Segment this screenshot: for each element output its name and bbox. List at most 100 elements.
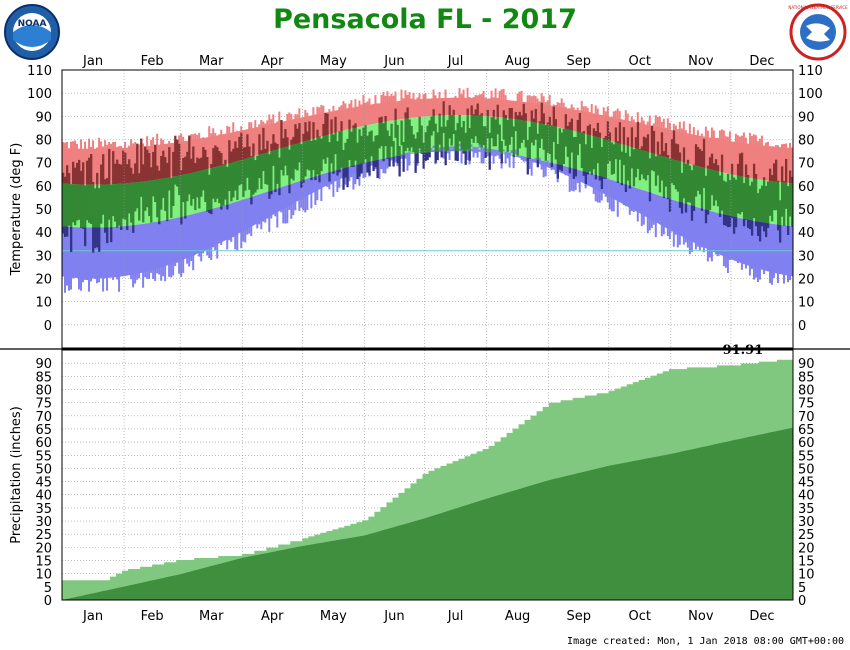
observed-temp-bar (734, 179, 738, 218)
precipitation-axis-label: Precipitation (inches) (9, 406, 24, 544)
observed-temp-bar (412, 134, 415, 153)
observed-temp-bar (728, 180, 732, 216)
observed-temp-bar (776, 180, 780, 182)
observed-temp-bar (228, 140, 231, 164)
month-label-bottom: Dec (749, 609, 774, 624)
observed-temp-bar (104, 179, 107, 185)
observed-temp-bar (306, 140, 309, 170)
observed-temp-bar (744, 164, 748, 178)
observed-temp-bar (262, 153, 265, 171)
observed-temp-bar (316, 137, 319, 175)
observed-temp-bar (274, 189, 277, 193)
observed-temp-bar (586, 125, 590, 135)
observed-temp-bar (708, 157, 712, 170)
observed-temp-bar (672, 159, 676, 186)
observed-temp-bar (324, 135, 327, 164)
observed-temp-bar (102, 184, 105, 215)
observed-temp-bar (576, 119, 579, 132)
observed-temp-bar (750, 181, 754, 221)
observed-temp-bar (658, 155, 662, 193)
observed-temp-bar (192, 172, 195, 199)
observed-temp-bar (486, 109, 489, 117)
observed-temp-bar (518, 119, 521, 149)
observed-temp-bar (130, 182, 133, 223)
observed-temp-bar (250, 197, 253, 205)
observed-temp-bar (754, 174, 758, 179)
observed-temp-bar (74, 184, 77, 226)
observed-temp-bar (674, 143, 678, 161)
observed-temp-bar (742, 183, 746, 219)
observed-temp-bar (134, 182, 137, 212)
observed-temp-bar (342, 149, 345, 169)
observed-temp-bar (682, 162, 686, 199)
observed-temp-bar (298, 142, 301, 163)
month-label-bottom: Nov (688, 609, 714, 624)
observed-temp-bar (556, 164, 559, 179)
observed-temp-bar (572, 168, 575, 179)
observed-temp-bar (614, 127, 618, 143)
observed-temp-bar (272, 134, 275, 151)
observed-temp-bar (220, 165, 223, 207)
observed-temp-bar (746, 174, 750, 178)
observed-temp-bar (420, 125, 423, 153)
observed-temp-bar (690, 205, 694, 221)
observed-temp-bar (782, 182, 786, 226)
observed-temp-bar (510, 107, 513, 119)
observed-temp-bar (80, 170, 83, 185)
observed-temp-bar (206, 210, 209, 212)
observed-temp-bar (310, 177, 313, 181)
observed-temp-bar (348, 129, 351, 161)
observed-temp-bar (302, 180, 305, 183)
observed-temp-bar (770, 175, 774, 182)
observed-temp-bar (382, 158, 385, 162)
observed-temp-bar (692, 164, 696, 166)
observed-temp-bar (208, 210, 211, 214)
observed-temp-bar (558, 164, 561, 170)
observed-temp-bar (656, 154, 660, 176)
observed-temp-bar (324, 112, 327, 136)
observed-temp-bar (286, 137, 289, 147)
observed-temp-bar (596, 137, 600, 164)
observed-temp-bar (590, 147, 594, 174)
observed-temp-bar (326, 113, 329, 136)
observed-temp-bar (260, 154, 263, 190)
observed-temp-bar (568, 129, 571, 168)
observed-temp-bar (472, 115, 475, 143)
observed-temp-bar (298, 123, 301, 143)
observed-temp-bar (502, 117, 505, 140)
observed-temp-bar (116, 226, 119, 228)
observed-temp-bar (240, 132, 243, 161)
observed-temp-bar (164, 178, 167, 211)
precip-tick-left: 40 (35, 489, 52, 504)
observed-temp-bar (606, 140, 610, 164)
observed-temp-bar (712, 170, 716, 206)
temperature-axis-label: Temperature (deg F) (9, 143, 24, 277)
observed-temp-bar (656, 141, 660, 155)
observed-temp-bar (542, 124, 545, 150)
observed-temp-bar (708, 169, 712, 211)
precip-tick-left: 5 (44, 581, 52, 596)
observed-temp-bar (522, 120, 525, 140)
observed-temp-bar (748, 185, 752, 221)
observed-temp-bar (312, 138, 315, 170)
observed-temp-bar (126, 225, 129, 231)
observed-temp-bar (392, 156, 395, 167)
observed-temp-bar (710, 153, 714, 170)
observed-temp-bar (598, 175, 602, 181)
observed-temp-bar (542, 113, 545, 125)
observed-temp-bar (160, 155, 163, 179)
observed-temp-bar (474, 109, 477, 116)
observed-temp-bar (264, 148, 267, 154)
observed-temp-bar (604, 139, 608, 178)
month-label-bottom: May (320, 609, 347, 624)
observed-temp-bar (560, 132, 563, 166)
precip-tick-right: 50 (798, 462, 815, 477)
observed-temp-bar (94, 227, 97, 248)
precip-tick-right: 70 (798, 410, 815, 425)
observed-temp-bar (190, 173, 193, 206)
observed-temp-bar (672, 130, 676, 160)
observed-temp-bar (362, 127, 365, 164)
observed-temp-bar (248, 157, 251, 190)
observed-temp-bar (450, 115, 453, 146)
observed-temp-bar (648, 158, 652, 193)
